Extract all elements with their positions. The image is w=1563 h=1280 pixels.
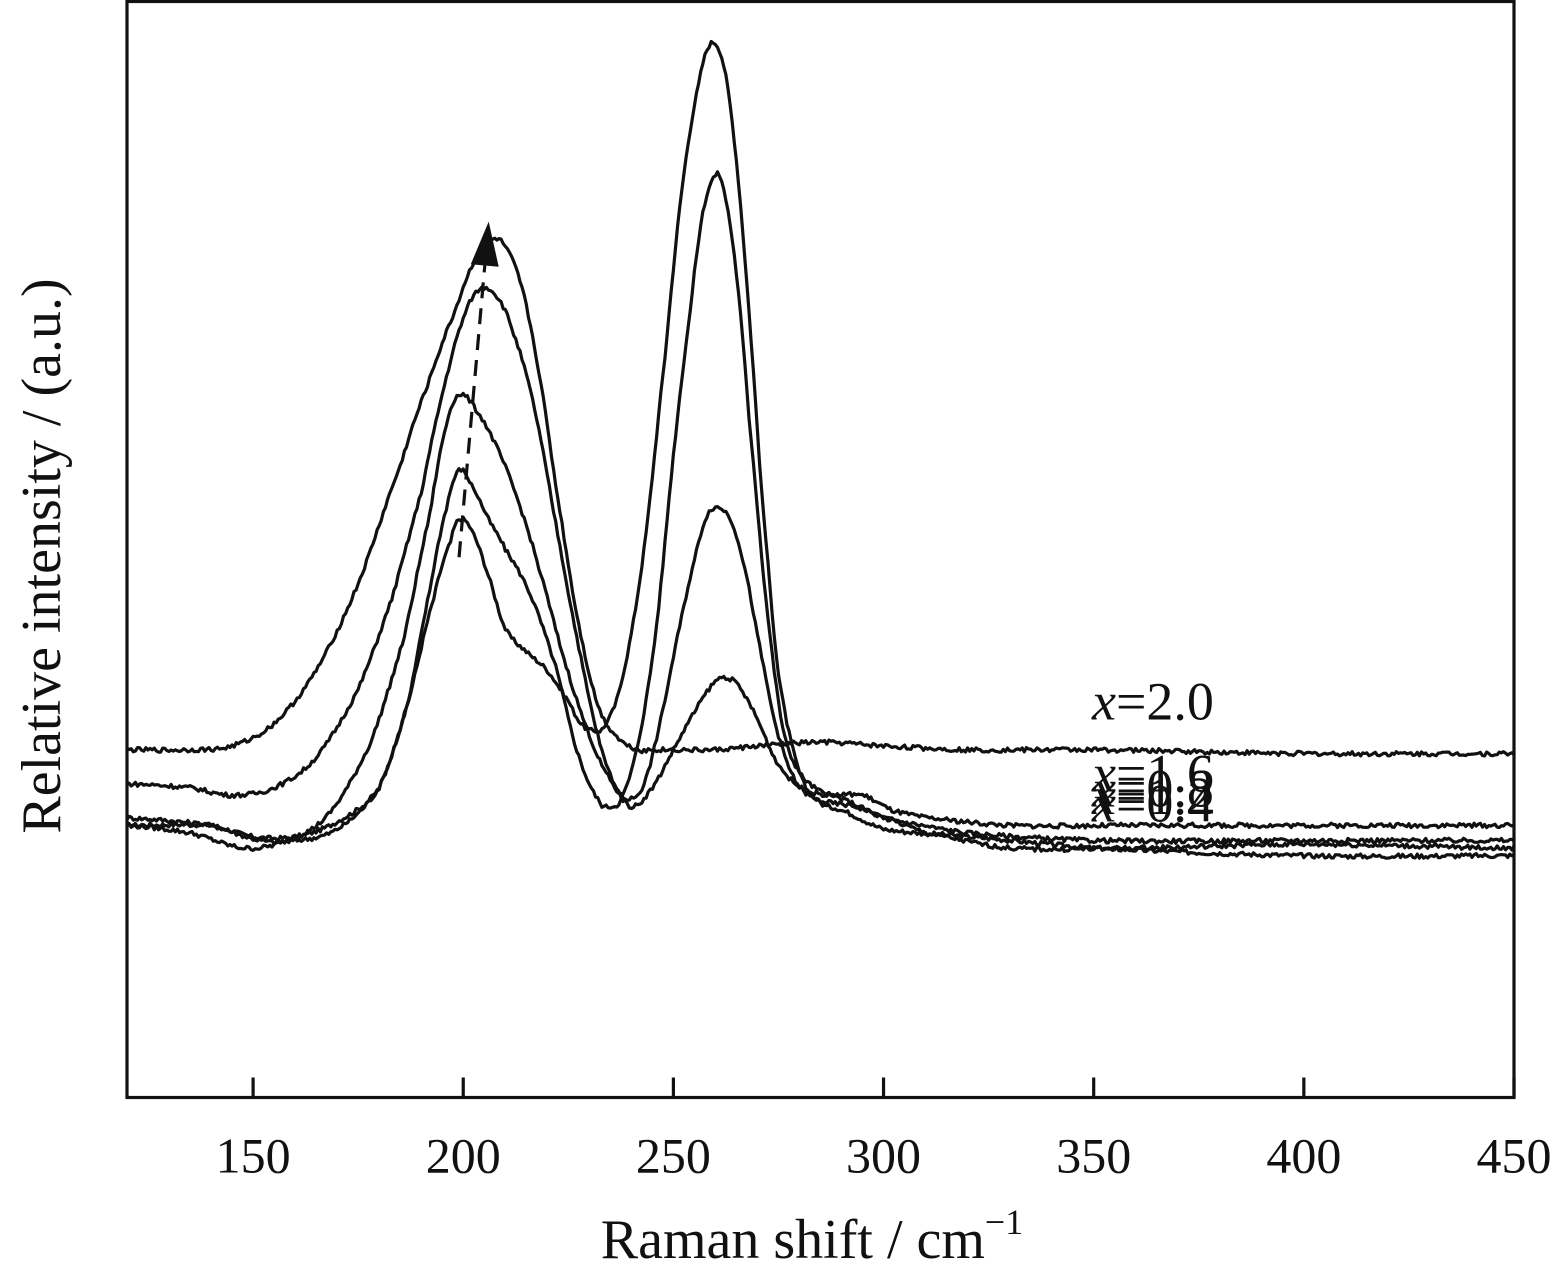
spectrum-curve [126,39,1515,860]
y-axis-label: Relative intensity / (a.u.) [11,278,73,833]
series-label-value: =2.0 [1116,672,1214,732]
x-axis-label-superscript: −1 [985,1202,1023,1242]
x-tick-label: 400 [1266,1128,1341,1184]
series-label: x=0.4 [1091,774,1214,834]
series-label-value: =0.4 [1116,774,1214,834]
spectra-curves [125,39,1516,860]
series-label: x=2.0 [1091,672,1214,732]
series-label-value: =1.2 [1116,766,1214,826]
series-label-value: =0.8 [1116,759,1214,819]
x-tick-label: 300 [846,1128,921,1184]
shift-arrow-line [457,265,487,558]
series-label-variable: x [1091,774,1116,834]
series-label-variable: x [1091,672,1116,732]
series-label: x=0.8 [1091,759,1214,819]
x-tick-label: 250 [636,1128,711,1184]
series-label-variable: x [1091,759,1116,819]
x-axis-ticks [251,1077,1516,1098]
x-tick-label: 200 [426,1128,501,1184]
plot-frame [125,0,1516,1100]
spectrum-curve [125,170,1516,846]
series-labels: x=0.4x=0.8x=1.2x=1.6x=2.0 [1091,672,1214,834]
x-tick-label: 450 [1477,1128,1552,1184]
series-label-variable: x [1091,766,1116,826]
series-label: x=1.6 [1091,743,1214,803]
series-label-variable: x [1091,743,1116,803]
x-tick-label: 150 [216,1128,291,1184]
series-label-value: =1.6 [1116,743,1214,803]
spectrum-curve [126,236,1516,758]
series-label: x=1.2 [1091,766,1214,826]
shift-arrow [457,221,499,558]
x-axis-label: Raman shift / cm−1 [601,1202,1023,1271]
spectrum-curve [126,391,1516,854]
x-tick-label: 350 [1056,1128,1131,1184]
shift-arrow-head [470,221,499,267]
spectrum-curve [126,285,1515,830]
x-axis-tick-labels: 150 200 250 300 350 400 450 [216,1128,1552,1184]
